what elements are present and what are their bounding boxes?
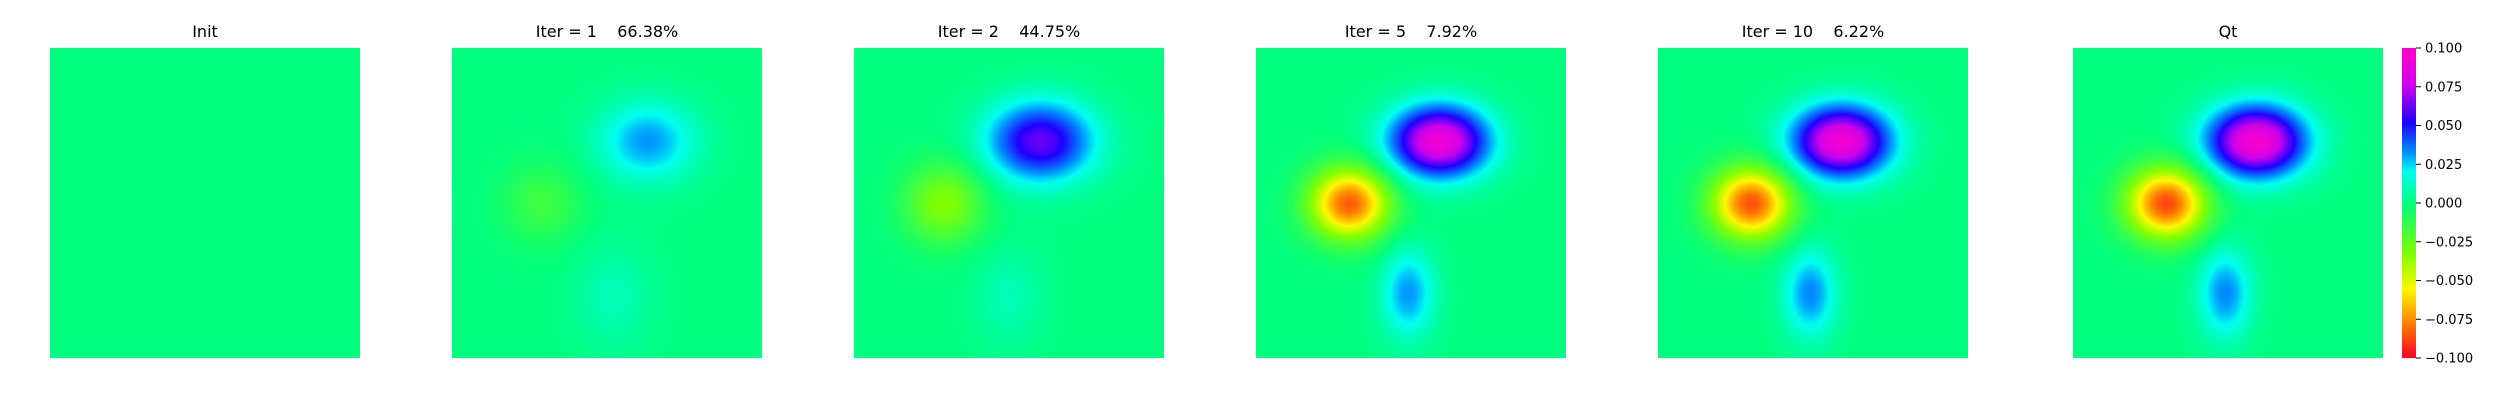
panel-title: Iter = 10 6.22% xyxy=(1741,22,1885,41)
panel-title: Iter = 1 66.38% xyxy=(535,22,679,41)
heatmap-iter-2 xyxy=(854,48,1164,358)
panel-title: Init xyxy=(192,22,218,41)
panel-iter-10: Iter = 10 6.22% xyxy=(1658,0,1968,400)
colorbar-tick-label: −0.075 xyxy=(2425,313,2473,328)
panel-iter-5: Iter = 5 7.92% xyxy=(1256,0,1566,400)
panel-qt: Qt xyxy=(2073,0,2383,400)
panel-title: Qt xyxy=(2218,22,2238,41)
colorbar-tick-label: −0.025 xyxy=(2425,235,2473,250)
panel-title: Iter = 5 7.92% xyxy=(1344,22,1478,41)
heatmap-iter-1 xyxy=(452,48,762,358)
panel-iter-1: Iter = 1 66.38% xyxy=(452,0,762,400)
colorbar-ticks: −0.100 −0.075 −0.050 −0.025 0.000 0.025 0.050 0… xyxy=(2416,42,2473,367)
heatmap-init xyxy=(50,48,360,358)
colorbar-tick-label: −0.050 xyxy=(2425,274,2473,289)
colorbar-tick-label: −0.100 xyxy=(2425,352,2473,367)
colorbar: −0.100 −0.075 −0.050 −0.025 0.000 0.025 0.050 0… xyxy=(2402,42,2492,367)
colorbar-tick-label: 0.075 xyxy=(2425,80,2462,95)
colorbar-tick-label: 0.000 xyxy=(2425,197,2462,212)
heatmap-iter-10 xyxy=(1658,48,1968,358)
colorbar-tick-label: 0.025 xyxy=(2425,158,2462,173)
panel-init: Init xyxy=(50,0,360,400)
colorbar-gradient xyxy=(2402,48,2416,358)
colorbar-tick-label: 0.050 xyxy=(2425,119,2462,134)
colorbar-tick-label: 0.100 xyxy=(2425,42,2462,57)
heatmap-qt xyxy=(2073,48,2383,358)
panel-title: Iter = 2 44.75% xyxy=(937,22,1081,41)
heatmap-iter-5 xyxy=(1256,48,1566,358)
panel-iter-2: Iter = 2 44.75% xyxy=(854,0,1164,400)
